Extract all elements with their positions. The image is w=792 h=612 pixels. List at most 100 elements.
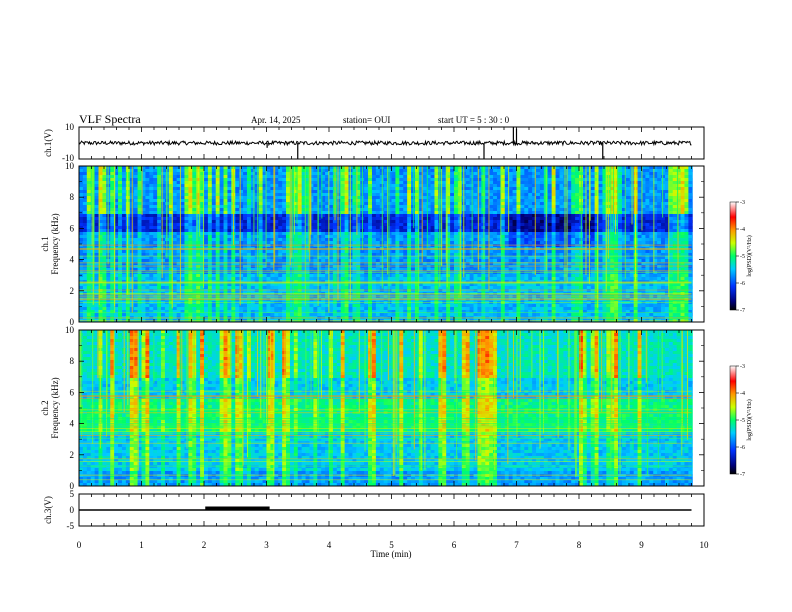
spectrogram-cell (157, 232, 162, 236)
spectrogram-cell (672, 196, 678, 200)
spectrogram-cell (500, 250, 506, 254)
spectrogram-cell (387, 193, 392, 197)
spectrogram-cell (528, 166, 533, 170)
spectrogram-cell (649, 238, 654, 242)
spectrogram-cell (215, 208, 221, 212)
spectrogram-cell (438, 223, 443, 227)
spectrogram-cell (512, 226, 517, 230)
spectrogram-cell (551, 241, 556, 245)
spectrogram-cell (145, 190, 150, 194)
spectrogram-cell (325, 250, 330, 254)
spectrogram-cell (340, 178, 346, 182)
spectrogram-cell (590, 202, 596, 206)
spectrogram-cell (512, 214, 517, 218)
spectrogram-cell (668, 211, 674, 215)
spectrogram-cell (356, 190, 361, 194)
spectrogram-cell (254, 244, 260, 248)
spectrogram-cell (446, 220, 451, 224)
spectrogram-cell (582, 226, 588, 230)
spectrogram-cell (364, 190, 369, 194)
spectrogram-cell (547, 166, 553, 170)
spectrogram-cell (184, 199, 189, 203)
spectrogram-cell (645, 196, 650, 200)
spectrogram-cell (664, 193, 670, 197)
spectrogram-cell (207, 178, 213, 182)
spectrogram-cell (274, 202, 279, 206)
spectrogram-cell (512, 184, 517, 188)
spectrogram-cell (145, 193, 150, 197)
spectrogram-cell (200, 202, 205, 206)
spectrogram-cell (301, 232, 306, 236)
spectrogram-cell (528, 169, 533, 173)
spectrogram-cell (336, 187, 342, 191)
spectrogram-cell (641, 208, 646, 212)
spectrogram-cell (235, 181, 240, 185)
spectrogram-cell (243, 175, 248, 179)
spectrogram-cell (539, 187, 545, 191)
spectrogram-cell (610, 178, 615, 182)
spectrogram-cell (258, 235, 263, 239)
spectrogram-cell (383, 211, 388, 215)
spectrogram-cell (625, 235, 631, 239)
spectrogram-cell (161, 169, 166, 173)
spectrogram-cell (454, 253, 459, 257)
spectrogram-cell (411, 253, 416, 257)
spectrogram-cell (254, 190, 260, 194)
spectrogram-cell (332, 256, 338, 260)
spectrogram-cell (149, 199, 154, 203)
spectrogram-cell (325, 190, 330, 194)
spectrogram-cell (172, 235, 178, 239)
spectrogram-cell (250, 250, 256, 254)
spectrogram-cell (157, 250, 162, 254)
spectrogram-cell (493, 214, 498, 218)
spectrogram-cell (653, 217, 658, 221)
spectrogram-cell (375, 232, 381, 236)
spectrogram-cell (274, 166, 279, 170)
spectrogram-cell (325, 235, 330, 239)
spectrogram-cell (520, 190, 525, 194)
spectrogram-cell (293, 169, 299, 173)
spectrogram-cell (211, 226, 217, 230)
spectrogram-cell (250, 199, 256, 203)
spectrogram-cell (317, 193, 322, 197)
spectrogram-cell (532, 217, 537, 221)
spectrogram-cell (293, 184, 299, 188)
spectrogram-cell (329, 232, 334, 236)
spectrogram-cell (661, 193, 666, 197)
spectrogram-cell (504, 211, 510, 215)
spectrogram-cell (235, 238, 240, 242)
spectrogram-cell (168, 238, 174, 242)
spectrogram-cell (489, 214, 494, 218)
spectrogram-cell (329, 214, 334, 218)
spectrogram-cell (446, 253, 451, 257)
spectrogram-cell (340, 217, 346, 221)
spectrogram-cell (121, 217, 127, 221)
spectrogram-cell (418, 178, 424, 182)
spectrogram-cell (317, 184, 322, 188)
spectrogram-cell (621, 169, 627, 173)
spectrogram-cell (98, 190, 103, 194)
spectrogram-cell (614, 190, 619, 194)
spectrogram-cell (594, 235, 599, 239)
spectrogram-cell (571, 244, 576, 248)
spectrogram-cell (641, 229, 646, 233)
spectrogram-cell (657, 181, 662, 185)
spectrogram-cell (82, 214, 88, 218)
spectrogram-cell (668, 190, 674, 194)
spectrogram-cell (336, 184, 342, 188)
spectrogram-cell (246, 169, 252, 173)
spectrogram-cell (301, 196, 306, 200)
spectrogram-cell (477, 214, 482, 218)
spectrogram-cell (98, 238, 103, 242)
spectrogram-cell (563, 178, 568, 182)
spectrogram-cell (184, 193, 189, 197)
spectrogram-cell (254, 235, 260, 239)
spectrogram-cell (200, 223, 205, 227)
spectrogram-cell (493, 205, 498, 209)
spectrogram-cell (637, 184, 642, 188)
spectrogram-cell (250, 178, 256, 182)
spectrogram-cell (325, 181, 330, 185)
spectrogram-cell (79, 187, 84, 191)
spectrogram-cell (375, 241, 381, 245)
spectrogram-cell (672, 250, 678, 254)
